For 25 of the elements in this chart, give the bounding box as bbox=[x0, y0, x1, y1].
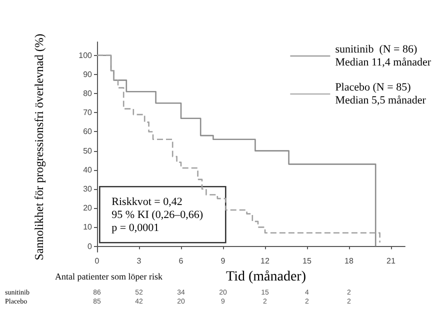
y-axis-title: Sannolikhet för progressionsfri överlevnad (%) bbox=[32, 34, 46, 260]
y-tick-label: 20 bbox=[83, 204, 93, 213]
y-tick-label: 10 bbox=[83, 222, 93, 232]
y-tick-label: 60 bbox=[83, 127, 93, 136]
x-tick-label: 18 bbox=[344, 256, 354, 266]
annotation: Riskkvot = 0,42 95 % KI (0,26–0,66) p = 0,0001 bbox=[112, 196, 204, 234]
x-axis-title: Tid (månader) bbox=[226, 270, 306, 284]
x-tick-label: 0 bbox=[94, 256, 100, 266]
y-tick-label: 80 bbox=[83, 89, 93, 98]
y-tick-label: 40 bbox=[83, 165, 93, 174]
y-tick-label: 90 bbox=[83, 70, 93, 79]
y-tick-label: 50 bbox=[83, 146, 93, 156]
y-tick-label: 0 bbox=[88, 242, 93, 251]
x-tick-label: 12 bbox=[260, 256, 270, 266]
y-tick-label: 100 bbox=[78, 50, 93, 60]
x-tick-label: 15 bbox=[302, 256, 312, 266]
text: Antal patienter som löper risk bbox=[55, 272, 163, 282]
x-tick-label: 3 bbox=[136, 256, 142, 266]
y-tick-label: 30 bbox=[83, 184, 93, 194]
y-tick-label: 70 bbox=[83, 108, 93, 118]
legend-label: Placebo (N = 85) Median 5,5 månader bbox=[335, 82, 426, 106]
x-tick-label: 21 bbox=[386, 256, 396, 266]
x-tick-label: 6 bbox=[178, 256, 184, 266]
x-tick-label: 9 bbox=[220, 256, 226, 266]
legend-label: sunitinib (N = 86) Median 11,4 månader bbox=[335, 44, 432, 68]
